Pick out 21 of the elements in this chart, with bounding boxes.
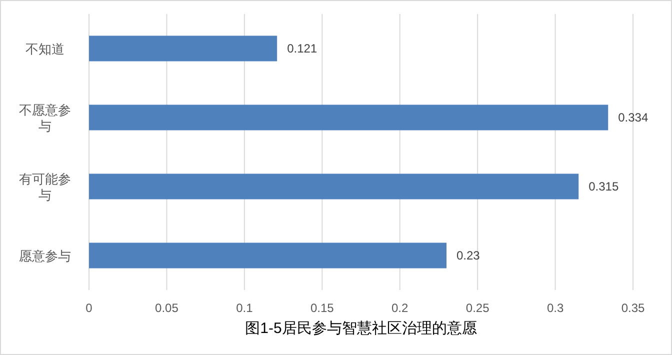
x-tick-label: 0.15 — [310, 301, 334, 315]
text: 图1-5居民参与智慧社区治理的意愿 — [245, 320, 477, 337]
x-tick-label: 0.3 — [546, 301, 564, 315]
x-tick-label: 0.05 — [155, 301, 179, 315]
x-tick-label: 0.1 — [236, 301, 254, 315]
y-tick-label: 不知道 — [26, 42, 64, 56]
bar — [89, 174, 579, 200]
y-tick-label: 有可能参与 — [19, 172, 71, 202]
data-label: 0.334 — [618, 110, 648, 124]
y-tick-label: 不愿意参与 — [19, 102, 71, 134]
data-label: 0.23 — [456, 248, 480, 262]
x-tick-label: 0.25 — [466, 301, 490, 315]
x-tick-label: 0.2 — [392, 301, 409, 315]
bar — [89, 104, 608, 130]
bar — [89, 242, 446, 268]
y-tick-label: 愿意参与 — [19, 248, 71, 264]
x-tick-label: 0.35 — [621, 301, 645, 315]
data-label: 0.121 — [287, 42, 318, 56]
data-label: 0.315 — [588, 180, 619, 194]
bar — [89, 36, 278, 62]
x-tick-label: 0 — [86, 301, 93, 315]
